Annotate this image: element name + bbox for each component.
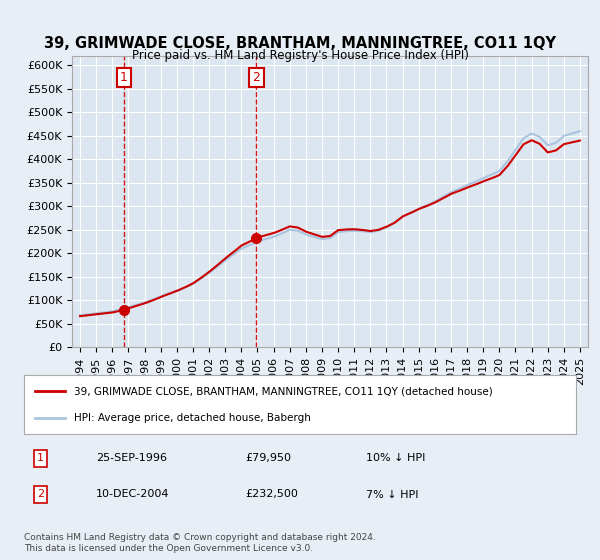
Text: £232,500: £232,500 xyxy=(245,489,298,500)
Text: 10% ↓ HPI: 10% ↓ HPI xyxy=(366,454,425,464)
Text: 39, GRIMWADE CLOSE, BRANTHAM, MANNINGTREE, CO11 1QY (detached house): 39, GRIMWADE CLOSE, BRANTHAM, MANNINGTRE… xyxy=(74,386,493,396)
Text: 1: 1 xyxy=(120,71,128,83)
Text: 1: 1 xyxy=(37,454,44,464)
Text: 2: 2 xyxy=(253,71,260,83)
Text: 10-DEC-2004: 10-DEC-2004 xyxy=(96,489,169,500)
Text: 7% ↓ HPI: 7% ↓ HPI xyxy=(366,489,419,500)
Text: 39, GRIMWADE CLOSE, BRANTHAM, MANNINGTREE, CO11 1QY: 39, GRIMWADE CLOSE, BRANTHAM, MANNINGTRE… xyxy=(44,36,556,52)
Text: Contains HM Land Registry data © Crown copyright and database right 2024.
This d: Contains HM Land Registry data © Crown c… xyxy=(24,533,376,553)
Text: HPI: Average price, detached house, Babergh: HPI: Average price, detached house, Babe… xyxy=(74,413,311,423)
Text: 2: 2 xyxy=(37,489,44,500)
Text: Price paid vs. HM Land Registry's House Price Index (HPI): Price paid vs. HM Land Registry's House … xyxy=(131,49,469,62)
Text: 25-SEP-1996: 25-SEP-1996 xyxy=(96,454,167,464)
Text: £79,950: £79,950 xyxy=(245,454,291,464)
